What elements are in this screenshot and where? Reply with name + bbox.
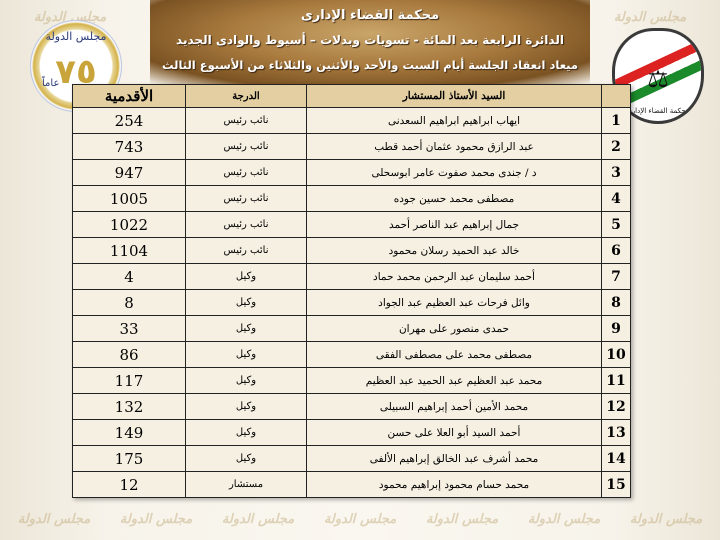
judge-name: محمد عبد العظيم عبد الحميد عبد العظيم: [306, 367, 602, 394]
judge-grade: وكيل: [185, 393, 307, 420]
judges-table: السيد الأستاذ المستشار الدرجة الأقدمية 1…: [72, 84, 631, 498]
page-header: محكمة القضاء الإدارى الدائرة الرابعة بعد…: [150, 0, 590, 84]
watermark: مجلس الدولة: [629, 512, 703, 527]
judge-grade: وكيل: [185, 289, 307, 316]
header-number: [601, 84, 631, 108]
table-row: 15 محمد حسام محمود إبراهيم محمود مستشار 12: [72, 471, 631, 498]
table-row: 8 وائل فرحات عبد العظيم عبد الجواد وكيل 8: [72, 289, 631, 316]
judge-name: محمد الأمين أحمد إبراهيم السبيلى: [306, 393, 602, 420]
judge-seniority: 12: [72, 471, 186, 498]
judge-name: ايهاب ابراهيم ابراهيم السعدنى: [306, 107, 602, 134]
judge-grade: وكيل: [185, 419, 307, 446]
row-number: 9: [601, 315, 631, 342]
judge-seniority: 1104: [72, 237, 186, 264]
row-number: 8: [601, 289, 631, 316]
judge-seniority: 33: [72, 315, 186, 342]
judge-grade: نائب رئيس: [185, 159, 307, 186]
row-number: 6: [601, 237, 631, 264]
judge-grade: وكيل: [185, 315, 307, 342]
judge-name: خالد عبد الحميد رسلان محمود: [306, 237, 602, 264]
judge-seniority: 743: [72, 133, 186, 160]
judge-seniority: 254: [72, 107, 186, 134]
judge-grade: مستشار: [185, 471, 307, 498]
table-row: 10 مصطفى محمد على مصطفى الفقى وكيل 86: [72, 341, 631, 368]
judge-seniority: 117: [72, 367, 186, 394]
judge-seniority: 4: [72, 263, 186, 290]
table-header-row: السيد الأستاذ المستشار الدرجة الأقدمية: [72, 84, 631, 108]
judge-grade: وكيل: [185, 367, 307, 394]
judge-seniority: 86: [72, 341, 186, 368]
judge-seniority: 947: [72, 159, 186, 186]
header-grade: الدرجة: [185, 84, 307, 108]
circuit-title: الدائرة الرابعة بعد المائة - تسويات وبدل…: [176, 33, 564, 47]
judge-name: عبد الرازق محمود عثمان أحمد قطب: [306, 133, 602, 160]
judge-seniority: 132: [72, 393, 186, 420]
judge-name: حمدى منصور على مهران: [306, 315, 602, 342]
judge-seniority: 1005: [72, 185, 186, 212]
watermark: مجلس الدولة: [17, 512, 91, 527]
judge-grade: وكيل: [185, 341, 307, 368]
row-number: 5: [601, 211, 631, 238]
table-row: 2 عبد الرازق محمود عثمان أحمد قطب نائب رئي…: [72, 133, 631, 160]
header-name: السيد الأستاذ المستشار: [306, 84, 602, 108]
judge-name: مصطفى محمد على مصطفى الفقى: [306, 341, 602, 368]
judge-seniority: 1022: [72, 211, 186, 238]
row-number: 14: [601, 445, 631, 472]
row-number: 1: [601, 107, 631, 134]
table-row: 7 أحمد سليمان عبد الرحمن محمد حماد وكيل 4: [72, 263, 631, 290]
row-number: 13: [601, 419, 631, 446]
row-number: 10: [601, 341, 631, 368]
judge-name: وائل فرحات عبد العظيم عبد الجواد: [306, 289, 602, 316]
row-number: 7: [601, 263, 631, 290]
judge-name: محمد أشرف عبد الخالق إبراهيم الألفى: [306, 445, 602, 472]
table-row: 6 خالد عبد الحميد رسلان محمود نائب رئيس 110…: [72, 237, 631, 264]
judge-grade: نائب رئيس: [185, 185, 307, 212]
table-row: 1 ايهاب ابراهيم ابراهيم السعدنى نائب رئيس 2…: [72, 107, 631, 134]
table-row: 5 جمال إبراهيم عبد الناصر أحمد نائب رئيس 10…: [72, 211, 631, 238]
judge-name: أحمد سليمان عبد الرحمن محمد حماد: [306, 263, 602, 290]
row-number: 15: [601, 471, 631, 498]
watermark: مجلس الدولة: [323, 512, 397, 527]
row-number: 4: [601, 185, 631, 212]
seal-text: مجلس الدولة: [45, 30, 107, 43]
judge-grade: وكيل: [185, 445, 307, 472]
judge-grade: نائب رئيس: [185, 237, 307, 264]
table-row: 9 حمدى منصور على مهران وكيل 33: [72, 315, 631, 342]
scales-icon: ⚖: [647, 65, 669, 93]
judge-grade: وكيل: [185, 263, 307, 290]
row-number: 3: [601, 159, 631, 186]
watermark: مجلس الدولة: [221, 512, 295, 527]
table-row: 12 محمد الأمين أحمد إبراهيم السبيلى وكيل 13…: [72, 393, 631, 420]
judge-seniority: 175: [72, 445, 186, 472]
judge-name: جمال إبراهيم عبد الناصر أحمد: [306, 211, 602, 238]
judge-grade: نائب رئيس: [185, 133, 307, 160]
judge-name: د / جندى محمد صفوت عامر ابوسحلى: [306, 159, 602, 186]
emblem-caption: محكمة القضاء الإدارى: [626, 107, 690, 115]
judge-name: محمد حسام محمود إبراهيم محمود: [306, 471, 602, 498]
judge-name: أحمد السيد أبو العلا على حسن: [306, 419, 602, 446]
judge-name: مصطفى محمد حسين جوده: [306, 185, 602, 212]
judge-seniority: 8: [72, 289, 186, 316]
row-number: 2: [601, 133, 631, 160]
judge-grade: نائب رئيس: [185, 107, 307, 134]
header-seniority: الأقدمية: [72, 84, 186, 108]
judge-grade: نائب رئيس: [185, 211, 307, 238]
court-title: محكمة القضاء الإدارى: [300, 8, 440, 23]
table-row: 13 أحمد السيد أبو العلا على حسن وكيل 149: [72, 419, 631, 446]
table-row: 4 مصطفى محمد حسين جوده نائب رئيس 1005: [72, 185, 631, 212]
watermark: مجلس الدولة: [527, 512, 601, 527]
table-row: 14 محمد أشرف عبد الخالق إبراهيم الألفى وكي…: [72, 445, 631, 472]
watermark: مجلس الدولة: [425, 512, 499, 527]
watermark: مجلس الدولة: [613, 10, 687, 25]
state-council-emblem-logo: ⚖ محكمة القضاء الإدارى: [612, 28, 704, 124]
seal-label: عاماً: [42, 78, 60, 89]
table-row: 11 محمد عبد العظيم عبد الحميد عبد العظيم و…: [72, 367, 631, 394]
judge-seniority: 149: [72, 419, 186, 446]
row-number: 11: [601, 367, 631, 394]
row-number: 12: [601, 393, 631, 420]
watermark: مجلس الدولة: [119, 512, 193, 527]
schedule-text: ميعاد انعقاد الجلسة أيام السبت والأحد وا…: [161, 58, 579, 72]
